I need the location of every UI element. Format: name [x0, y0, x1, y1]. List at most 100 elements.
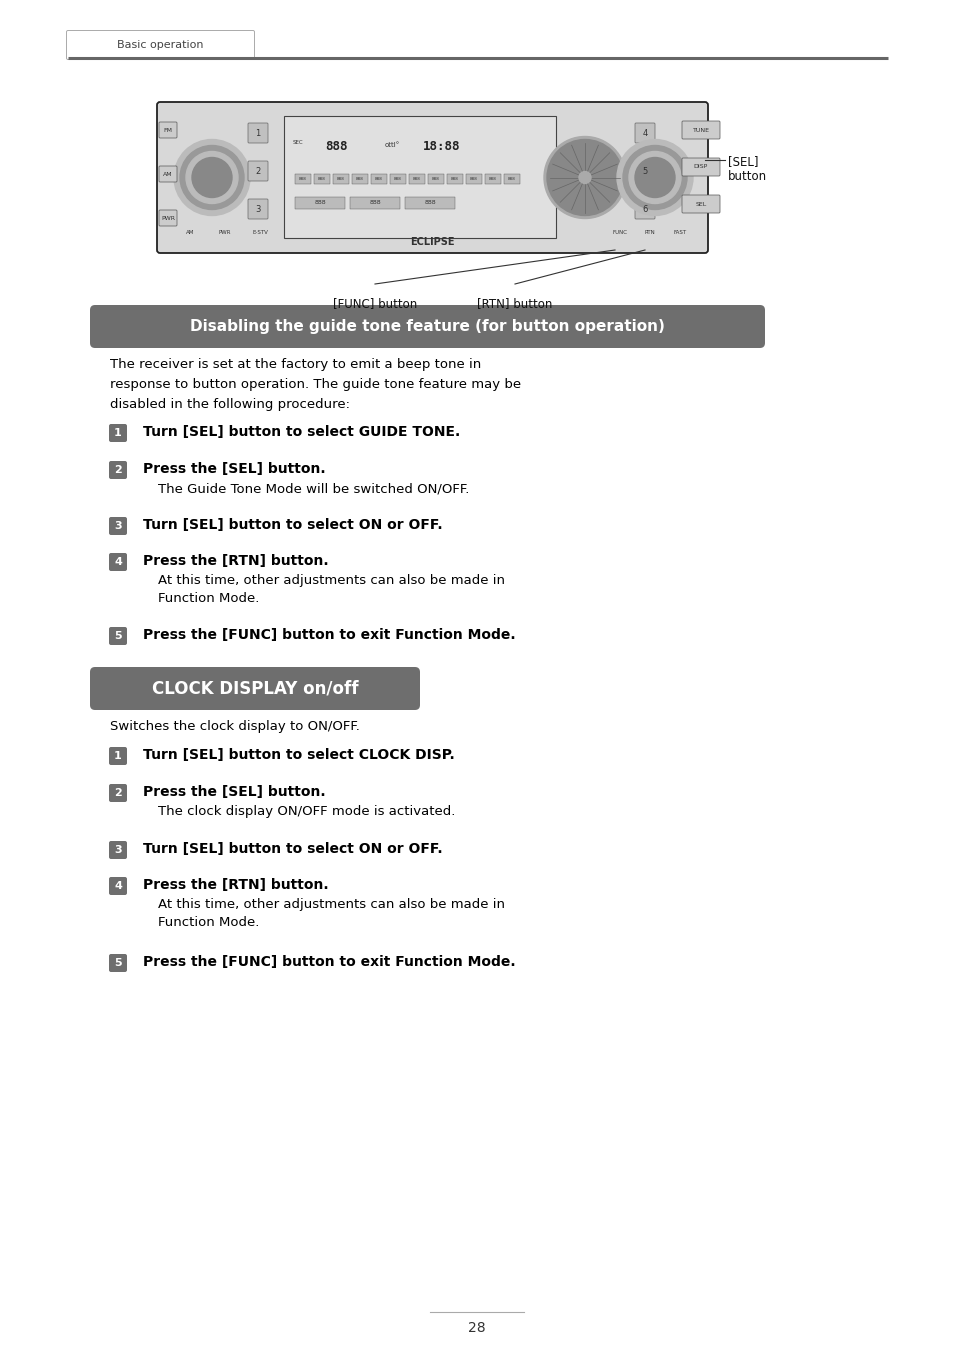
FancyBboxPatch shape [248, 123, 268, 144]
FancyBboxPatch shape [159, 167, 177, 182]
FancyBboxPatch shape [109, 747, 127, 766]
Text: 888: 888 [336, 178, 345, 182]
Text: PWR: PWR [161, 215, 174, 221]
Text: 888: 888 [369, 201, 380, 206]
Text: RTN: RTN [644, 229, 655, 234]
Text: At this time, other adjustments can also be made in
Function Mode.: At this time, other adjustments can also… [158, 575, 504, 606]
Bar [294, 173, 311, 184]
Text: 888: 888 [470, 178, 477, 182]
FancyBboxPatch shape [159, 122, 177, 138]
Text: 888: 888 [451, 178, 458, 182]
Text: 2: 2 [255, 167, 260, 176]
Text: 28: 28 [468, 1321, 485, 1335]
FancyBboxPatch shape [159, 210, 177, 226]
Text: 4: 4 [641, 129, 647, 137]
Bar [465, 173, 481, 184]
Text: 2: 2 [114, 789, 122, 798]
FancyBboxPatch shape [109, 627, 127, 645]
Text: 1: 1 [255, 129, 260, 137]
Bar [390, 173, 406, 184]
FancyBboxPatch shape [109, 954, 127, 972]
FancyBboxPatch shape [90, 667, 419, 710]
Text: Disabling the guide tone feature (for button operation): Disabling the guide tone feature (for bu… [190, 318, 664, 333]
Bar [484, 173, 500, 184]
Circle shape [578, 172, 590, 183]
Text: Press the [FUNC] button to exit Function Mode.: Press the [FUNC] button to exit Function… [143, 627, 515, 642]
Text: At this time, other adjustments can also be made in
Function Mode.: At this time, other adjustments can also… [158, 898, 504, 930]
FancyBboxPatch shape [109, 461, 127, 480]
Bar [447, 173, 462, 184]
Text: DISP: DISP [693, 164, 707, 169]
Text: 888: 888 [325, 141, 347, 153]
FancyBboxPatch shape [284, 117, 556, 238]
Bar [371, 173, 387, 184]
Circle shape [622, 145, 686, 210]
Text: Press the [SEL] button.: Press the [SEL] button. [143, 785, 325, 799]
Text: 4: 4 [114, 557, 122, 566]
Circle shape [628, 152, 680, 203]
Text: 3: 3 [114, 522, 122, 531]
Text: Press the [RTN] button.: Press the [RTN] button. [143, 878, 328, 892]
Text: The Guide Tone Mode will be switched ON/OFF.: The Guide Tone Mode will be switched ON/… [158, 482, 469, 495]
Circle shape [180, 145, 244, 210]
FancyBboxPatch shape [67, 31, 254, 60]
Text: 1: 1 [114, 428, 122, 438]
Bar [409, 173, 424, 184]
Text: Turn [SEL] button to select GUIDE TONE.: Turn [SEL] button to select GUIDE TONE. [143, 425, 459, 439]
FancyBboxPatch shape [109, 553, 127, 570]
Text: AM: AM [186, 229, 194, 234]
Text: Turn [SEL] button to select ON or OFF.: Turn [SEL] button to select ON or OFF. [143, 841, 442, 856]
Text: Press the [SEL] button.: Press the [SEL] button. [143, 462, 325, 476]
Text: [RTN] button: [RTN] button [476, 297, 552, 310]
Text: 888: 888 [508, 178, 516, 182]
Text: FM: FM [163, 127, 172, 133]
Text: 4: 4 [114, 881, 122, 892]
Text: [SEL]
button: [SEL] button [727, 154, 766, 183]
FancyBboxPatch shape [635, 123, 655, 144]
Bar [350, 196, 399, 209]
Text: ottl°: ottl° [385, 142, 400, 148]
Text: CLOCK DISPLAY on/off: CLOCK DISPLAY on/off [152, 679, 358, 698]
Text: disabled in the following procedure:: disabled in the following procedure: [110, 398, 350, 411]
Text: SEC: SEC [293, 140, 303, 145]
Text: response to button operation. The guide tone feature may be: response to button operation. The guide … [110, 378, 520, 392]
Text: 6: 6 [641, 205, 647, 214]
Text: PWR: PWR [218, 229, 231, 234]
Bar [428, 173, 443, 184]
FancyBboxPatch shape [248, 161, 268, 182]
Circle shape [186, 152, 237, 203]
FancyBboxPatch shape [109, 518, 127, 535]
Text: Press the [FUNC] button to exit Function Mode.: Press the [FUNC] button to exit Function… [143, 955, 515, 969]
FancyBboxPatch shape [109, 424, 127, 442]
Circle shape [635, 157, 675, 198]
FancyBboxPatch shape [635, 199, 655, 220]
Text: TUNE: TUNE [692, 127, 709, 133]
FancyBboxPatch shape [635, 161, 655, 182]
Text: 888: 888 [394, 178, 401, 182]
Circle shape [173, 140, 250, 215]
Text: AM: AM [163, 172, 172, 176]
FancyBboxPatch shape [109, 877, 127, 896]
Bar [503, 173, 519, 184]
Text: 3: 3 [114, 846, 122, 855]
Text: 888: 888 [489, 178, 497, 182]
Text: 1: 1 [114, 751, 122, 762]
Text: 888: 888 [298, 178, 307, 182]
Circle shape [543, 137, 625, 218]
Text: 5: 5 [641, 167, 647, 176]
Text: 18:88: 18:88 [422, 141, 460, 153]
Bar [333, 173, 349, 184]
Text: 5: 5 [114, 631, 122, 641]
Text: 888: 888 [424, 201, 436, 206]
Text: The receiver is set at the factory to emit a beep tone in: The receiver is set at the factory to em… [110, 358, 480, 371]
Text: 888: 888 [375, 178, 382, 182]
Text: 888: 888 [314, 201, 326, 206]
Circle shape [192, 157, 232, 198]
FancyBboxPatch shape [681, 121, 720, 140]
Text: Switches the clock display to ON/OFF.: Switches the clock display to ON/OFF. [110, 720, 359, 733]
FancyBboxPatch shape [90, 305, 764, 348]
Text: Press the [RTN] button.: Press the [RTN] button. [143, 554, 328, 568]
Text: 2: 2 [114, 465, 122, 476]
FancyBboxPatch shape [681, 159, 720, 176]
Text: Turn [SEL] button to select CLOCK DISP.: Turn [SEL] button to select CLOCK DISP. [143, 748, 455, 762]
